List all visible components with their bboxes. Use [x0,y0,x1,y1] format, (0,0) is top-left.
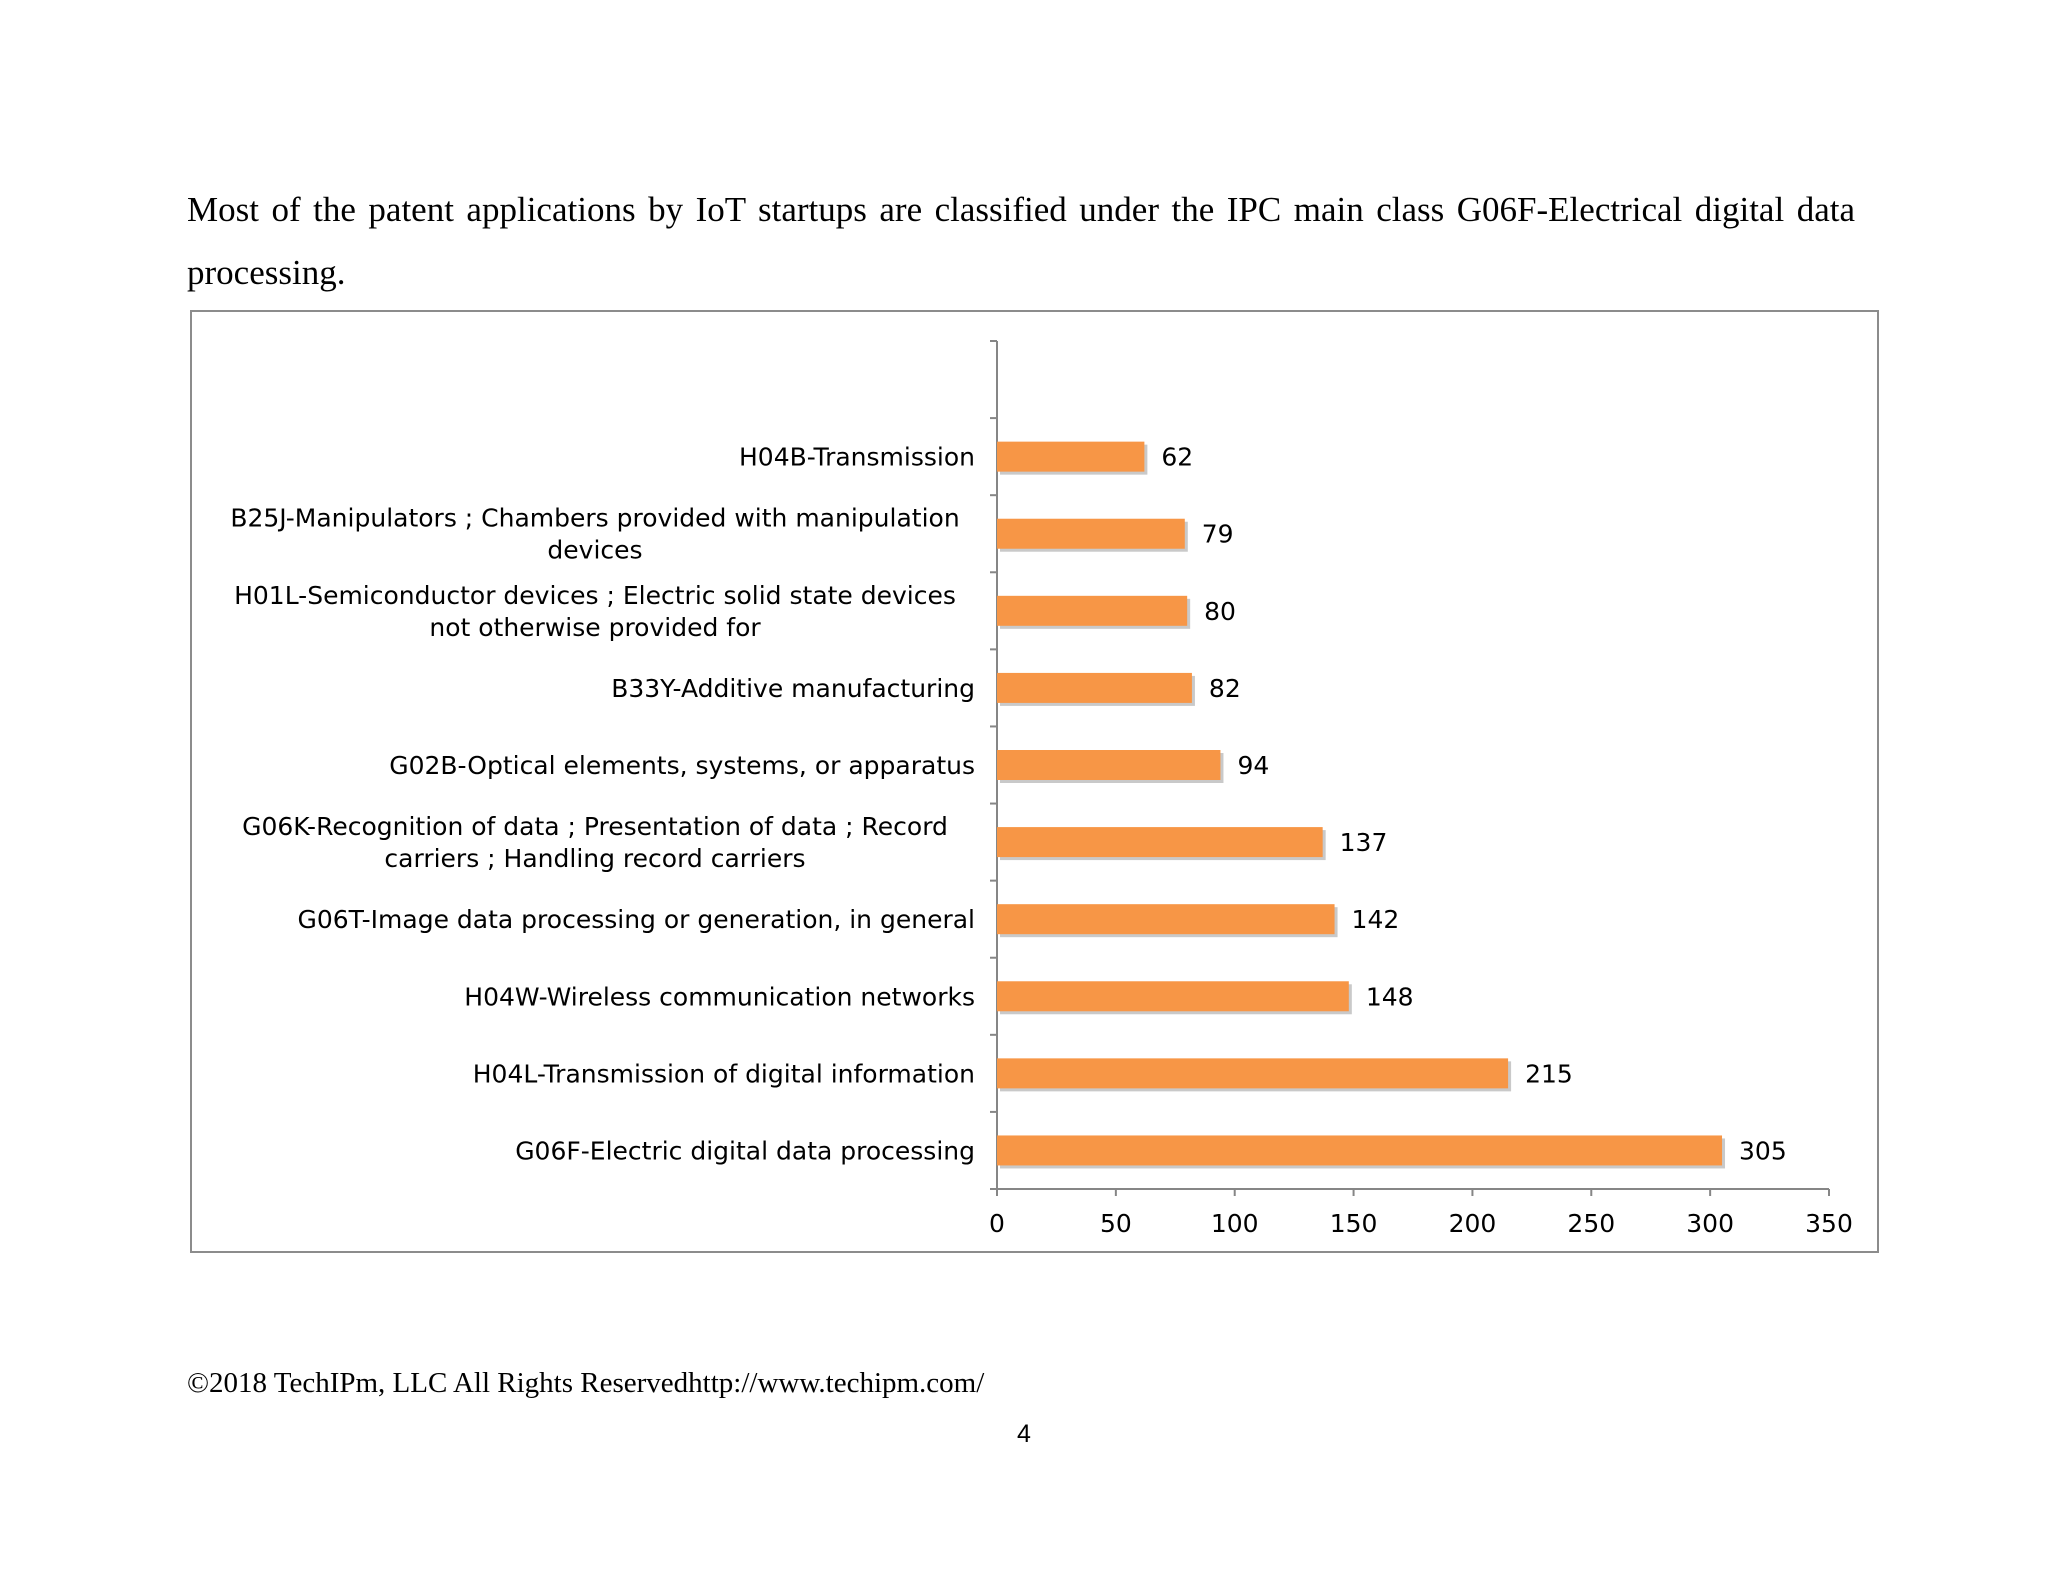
data-label: 137 [1340,828,1388,857]
category-label-line: G06K-Recognition of data ; Presentation … [242,812,948,841]
x-tick-label: 250 [1567,1209,1615,1238]
category-label-line: devices [547,536,642,565]
x-tick-label: 200 [1449,1209,1497,1238]
bar [997,441,1145,472]
page-number: 4 [1017,1420,1031,1448]
data-label: 94 [1237,751,1269,780]
category-label-line: G02B-Optical elements, systems, or appar… [389,751,975,780]
category-label: B33Y-Additive manufacturing [611,674,975,703]
bar-chart: 0 50 100 150 200 250 300 350 305 G06F-Electric di… [230,340,1853,1238]
bar [997,750,1221,780]
bar [997,1058,1509,1089]
x-tick-label: 0 [989,1209,1005,1238]
x-tick-label: 50 [1100,1209,1132,1238]
category-label: B25J-Manipulators ; Chambers provided wi… [230,504,959,565]
category-label: H04B-Transmission [739,443,975,472]
category-label-line: G06T-Image data processing or generation… [298,905,976,934]
intro-paragraph: Most of the patent applications by IoT s… [187,190,1855,292]
category-label: H04L-Transmission of digital information [473,1059,975,1088]
category-label-line: H04W-Wireless communication networks [464,982,975,1011]
data-label: 305 [1739,1136,1787,1165]
data-label: 215 [1525,1059,1573,1088]
data-label: 148 [1366,982,1414,1011]
x-tick-label: 100 [1211,1209,1259,1238]
bar [997,1135,1723,1166]
category-label: H01L-Semiconductor devices ; Electric so… [234,581,956,642]
category-label: G02B-Optical elements, systems, or appar… [389,751,975,780]
data-label: 142 [1352,905,1400,934]
bar [997,827,1323,858]
category-label-line: H04L-Transmission of digital information [473,1059,975,1088]
category-label-line: carriers ; Handling record carriers [384,844,805,873]
bar [997,981,1349,1012]
data-label: 79 [1202,520,1234,549]
category-label-line: H04B-Transmission [739,443,975,472]
category-label-line: not otherwise provided for [429,613,761,642]
bar [997,672,1192,703]
category-label: G06F-Electric digital data processing [515,1136,975,1165]
bar [997,904,1335,935]
category-label-line: G06F-Electric digital data processing [515,1136,975,1165]
bar [997,518,1185,549]
category-label: G06T-Image data processing or generation… [298,905,976,934]
data-label: 82 [1209,674,1241,703]
copyright-footer: ©2018 TechIPm, LLC All Rights Reservedht… [187,1367,985,1399]
x-tick-label: 350 [1805,1209,1853,1238]
data-label: 62 [1161,443,1193,472]
category-label-line: H01L-Semiconductor devices ; Electric so… [234,581,956,610]
chart-frame: 0 50 100 150 200 250 300 350 305 G06F-Electric di… [190,310,1879,1253]
category-label: G06K-Recognition of data ; Presentation … [242,812,948,873]
category-label-line: B33Y-Additive manufacturing [611,674,975,703]
category-label: H04W-Wireless communication networks [464,982,975,1011]
data-label: 80 [1204,597,1236,626]
bar [997,595,1188,626]
category-label-line: B25J-Manipulators ; Chambers provided wi… [230,504,959,533]
x-tick-label: 150 [1330,1209,1378,1238]
x-tick-label: 300 [1686,1209,1734,1238]
